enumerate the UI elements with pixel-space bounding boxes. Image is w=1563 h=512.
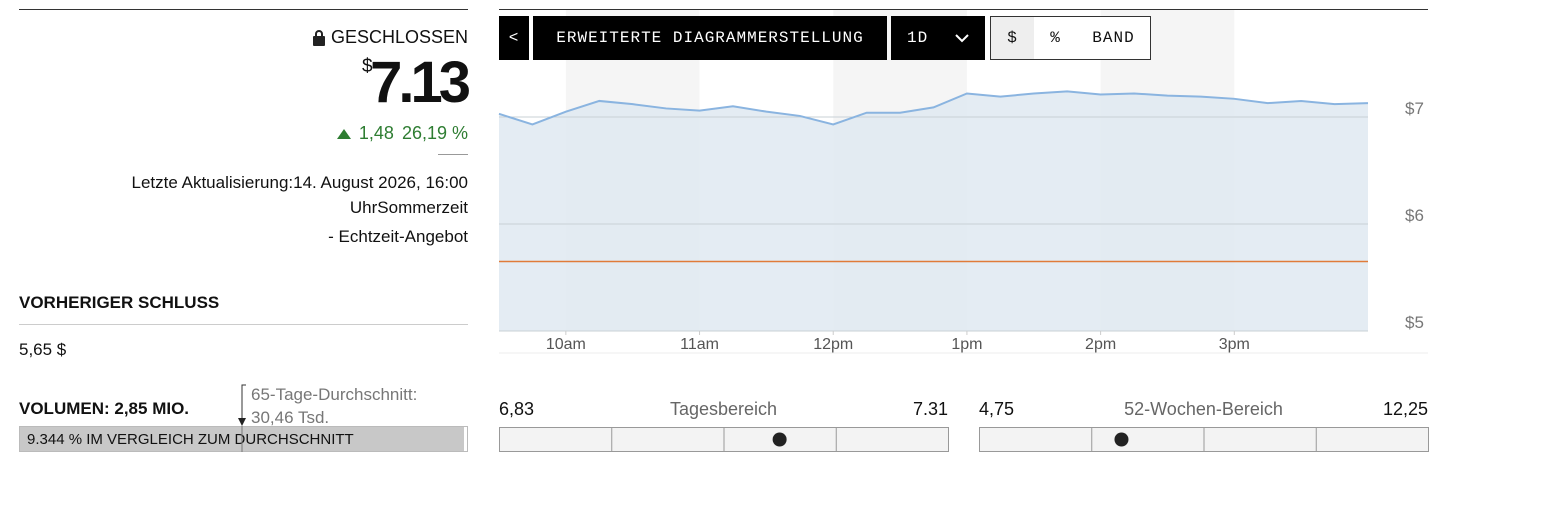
x-tick-label: 1pm bbox=[951, 336, 982, 353]
range-dot bbox=[772, 432, 787, 447]
status-text: GESCHLOSSEN bbox=[330, 27, 468, 47]
toggle-button[interactable]: % bbox=[1034, 16, 1078, 60]
back-button[interactable]: < bbox=[499, 16, 529, 60]
range-high: 12,25 bbox=[1383, 399, 1428, 419]
range-select[interactable]: 1D bbox=[891, 16, 985, 60]
lock-icon bbox=[312, 30, 325, 46]
up-arrow bbox=[336, 128, 351, 139]
x-tick-label: 3pm bbox=[1219, 336, 1250, 353]
y-tick-label: $6 bbox=[1405, 206, 1424, 225]
range-text: 1D bbox=[907, 29, 929, 47]
x-tick-label: 2pm bbox=[1085, 336, 1116, 353]
y-tick-label: $5 bbox=[1405, 313, 1424, 332]
avg-marker bbox=[238, 384, 246, 452]
x-tick-label: 12pm bbox=[813, 336, 853, 353]
range-label: 52-Wochen-Bereich bbox=[1124, 399, 1283, 419]
status: GESCHLOSSEN bbox=[312, 27, 468, 48]
realtime: - Echtzeit-Angebot bbox=[328, 227, 468, 246]
range-low: 6,83 bbox=[499, 399, 534, 419]
rule bbox=[499, 9, 1428, 10]
rule bbox=[438, 154, 468, 155]
change: 1,48 26,19 % bbox=[336, 123, 468, 144]
x-tick-label: 10am bbox=[546, 336, 586, 353]
price: 7.13 bbox=[370, 50, 471, 115]
currency: $ bbox=[362, 56, 373, 77]
advanced-button[interactable]: ERWEITERTE DIAGRAMMERSTELLUNG bbox=[533, 16, 887, 60]
line bbox=[498, 90, 1369, 126]
x-tick-label: 11am bbox=[680, 336, 719, 353]
range-label: Tagesbereich bbox=[670, 399, 777, 419]
volume-avg: 65-Tage-Durchschnitt: 30,46 Tsd. bbox=[251, 385, 418, 427]
rule bbox=[19, 9, 468, 10]
prev-close-value: 5,65 $ bbox=[19, 340, 67, 359]
range-low: 4,75 bbox=[979, 399, 1014, 419]
range-high: 7.31 bbox=[913, 399, 948, 419]
prev-close-label: VORHERIGER SCHLUSS bbox=[19, 293, 220, 312]
toggle-button[interactable]: BAND bbox=[1077, 16, 1151, 60]
change-abs: 1,48 bbox=[358, 123, 394, 143]
volume-bar-text: 9.344 % IM VERGLEICH ZUM DURCHSCHNITT bbox=[27, 431, 354, 448]
range-dot bbox=[1114, 432, 1129, 447]
y-tick-label: $7 bbox=[1405, 99, 1424, 118]
toggle-button[interactable]: $ bbox=[990, 16, 1035, 60]
updated: Letzte Aktualisierung:14. August 2026, 1… bbox=[131, 173, 468, 217]
volume-label: VOLUMEN: 2,85 MIO. bbox=[19, 399, 190, 418]
chevron bbox=[955, 33, 969, 42]
rule bbox=[19, 324, 468, 325]
area bbox=[499, 91, 1368, 331]
change-pct: 26,19 % bbox=[401, 123, 468, 143]
